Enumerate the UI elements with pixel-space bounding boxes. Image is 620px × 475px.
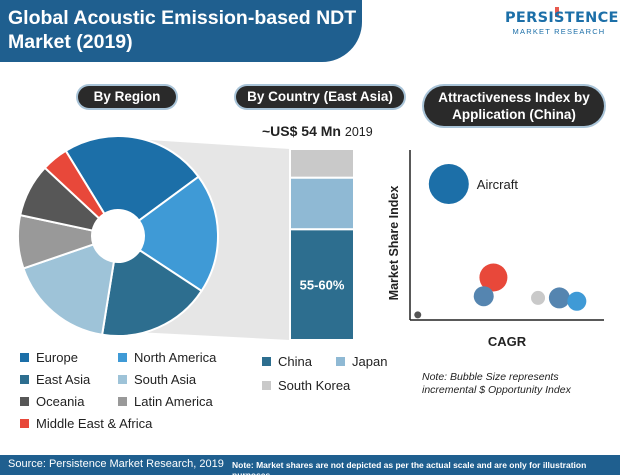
bubble-point-3 <box>473 286 494 307</box>
east-asia-total-year: 2019 <box>344 125 373 139</box>
legend-swatch <box>20 375 29 384</box>
y-axis-label: Market Share Index <box>387 186 401 301</box>
region-legend-item-east-asia: East Asia <box>20 372 90 387</box>
region-legend-item-oceania: Oceania <box>20 394 84 409</box>
east-asia-total-value: ~US$ 54 Mn <box>262 123 341 139</box>
stack-segment-japan <box>289 176 355 231</box>
legend-swatch <box>336 357 345 366</box>
region-legend-item-europe: Europe <box>20 350 78 365</box>
logo-main-text: PERSISTENCE <box>505 10 619 26</box>
bubble-point-2 <box>479 263 508 292</box>
logo-accent <box>555 7 559 17</box>
donut-slice-europe <box>64 135 200 222</box>
legend-label: East Asia <box>36 372 91 387</box>
country-stacked-bar: 55-60% <box>289 148 355 341</box>
region-legend-item-north-america: North America <box>118 350 216 365</box>
bubble-point-4 <box>531 290 546 305</box>
donut-slice-south-asia <box>22 243 116 336</box>
legend-swatch <box>262 357 271 366</box>
legend-swatch <box>20 397 29 406</box>
legend-label: China <box>278 354 312 369</box>
legend-label: Japan <box>352 354 388 369</box>
legend-swatch <box>20 419 29 428</box>
legend-label: Europe <box>36 350 78 365</box>
footer-bar: Source: Persistence Market Research, 201… <box>0 455 620 475</box>
east-asia-total: ~US$ 54 Mn 2019 <box>262 123 373 139</box>
legend-swatch <box>118 353 127 362</box>
region-section-label: By Region <box>78 86 176 108</box>
title-banner: Global Acoustic Emission-based NDT Marke… <box>0 0 362 62</box>
legend-label: South Asia <box>134 372 197 387</box>
stack-value-label-china: 55-60% <box>300 278 345 293</box>
region-donut-chart <box>17 135 219 337</box>
logo-sub-text: MARKET RESEARCH <box>512 27 606 36</box>
country-legend-item-china: China <box>262 354 312 369</box>
legend-swatch <box>118 397 127 406</box>
legend-label: Oceania <box>36 394 85 409</box>
logo: PERSISTENCE MARKET RESEARCH <box>505 10 619 36</box>
legend-swatch <box>20 353 29 362</box>
bubble-aircraft <box>428 164 469 204</box>
country-legend-item-south-korea: South Korea <box>262 378 350 393</box>
country-legend-item-japan: Japan <box>336 354 387 369</box>
bubble-point-5 <box>548 287 570 309</box>
application-bubble-chart: CAGR Market Share Index Aircraft <box>387 150 604 349</box>
donut-slice-middle-east-and-africa <box>43 149 106 220</box>
bubble-label-aircraft: Aircraft <box>477 177 519 192</box>
region-legend-item-south-asia: South Asia <box>118 372 196 387</box>
application-section-label: Attractiveness Index by Application (Chi… <box>424 86 604 126</box>
region-legend-item-latin-america: Latin America <box>118 394 213 409</box>
legend-label: Latin America <box>134 394 213 409</box>
legend-label: Middle East & Africa <box>36 416 153 431</box>
bubble-point-7 <box>414 311 422 319</box>
stack-segment-south-korea <box>289 148 355 179</box>
x-axis-label: CAGR <box>488 334 527 349</box>
country-section-label: By Country (East Asia) <box>236 86 404 108</box>
legend-swatch <box>262 381 271 390</box>
legend-label: South Korea <box>278 378 351 393</box>
legend-swatch <box>118 375 127 384</box>
footer-note: Note: Market shares are not depicted as … <box>232 460 587 475</box>
legend-label: North America <box>134 350 217 365</box>
bubble-size-note: Note: Bubble Size represents incremental… <box>422 371 571 396</box>
stack-segment-china <box>289 228 355 341</box>
bubble-point-6 <box>567 291 587 311</box>
page-title: Global Acoustic Emission-based NDT Marke… <box>8 7 357 53</box>
footer-source: Source: Persistence Market Research, 201… <box>8 458 224 470</box>
application-section-text: Attractiveness Index by Application (Chi… <box>438 90 590 122</box>
region-legend-item-middle-east-and-africa: Middle East & Africa <box>20 416 152 431</box>
donut-slice-east-asia <box>100 248 203 337</box>
